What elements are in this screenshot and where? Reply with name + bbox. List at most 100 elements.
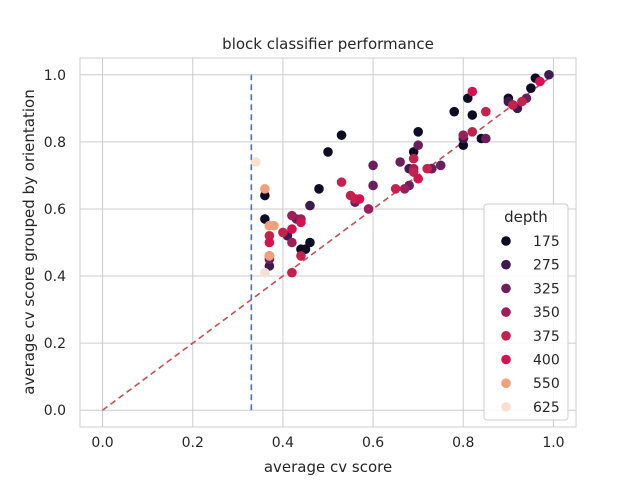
legend-item: 350 <box>501 305 560 321</box>
data-point <box>408 153 419 164</box>
y-axis-label: average cv score grouped by orientation <box>20 89 38 394</box>
diagonal-reference-line <box>102 74 554 411</box>
data-point <box>264 251 275 261</box>
data-point <box>264 237 275 248</box>
x-tick-label: 1.0 <box>542 435 564 451</box>
legend-label: 375 <box>533 329 560 345</box>
data-point <box>251 157 261 167</box>
data-point <box>467 110 478 120</box>
legend-item: 275 <box>501 258 560 274</box>
data-point <box>399 184 410 194</box>
data-point <box>526 83 536 93</box>
series-350 <box>287 100 518 248</box>
legend-label: 550 <box>533 376 560 392</box>
data-point <box>287 237 297 248</box>
data-point <box>264 220 275 231</box>
data-point <box>413 140 423 151</box>
data-point <box>368 180 378 191</box>
data-point <box>390 184 401 194</box>
data-points <box>251 69 554 278</box>
data-point <box>422 163 433 174</box>
legend-items: 175 275 325 350 375 400 550 625 <box>501 234 560 416</box>
y-tick-label: 0.8 <box>44 135 66 151</box>
data-point <box>544 69 554 80</box>
data-point <box>395 157 405 167</box>
data-point <box>368 160 378 171</box>
plot-frame <box>79 57 577 428</box>
data-point <box>413 173 423 184</box>
data-point <box>296 251 306 261</box>
legend-item: 625 <box>501 400 560 416</box>
chart-title: block classifier performance <box>222 35 434 53</box>
data-point <box>287 267 297 278</box>
data-point <box>314 184 324 194</box>
legend-item: 550 <box>501 376 560 392</box>
data-point <box>323 147 333 157</box>
legend-marker <box>501 236 511 246</box>
data-point <box>296 217 306 228</box>
series-400 <box>264 76 545 248</box>
data-point <box>336 177 347 187</box>
legend-label: 275 <box>533 258 560 274</box>
data-point <box>508 100 518 110</box>
data-point <box>260 190 270 201</box>
x-tick-label: 0.2 <box>182 435 204 451</box>
legend-title: depth <box>504 208 548 226</box>
data-point <box>458 140 469 151</box>
data-point <box>287 210 297 221</box>
data-point <box>535 76 545 87</box>
legend-marker <box>501 331 511 341</box>
legend-item: 400 <box>501 353 560 369</box>
data-point <box>336 130 347 140</box>
y-tick-label: 1.0 <box>44 68 66 84</box>
legend-marker <box>501 402 511 412</box>
data-point <box>354 194 365 204</box>
x-tick-label: 0.6 <box>362 435 384 451</box>
data-point <box>481 133 491 144</box>
data-point <box>449 106 460 117</box>
data-point <box>305 237 315 248</box>
data-point <box>363 204 374 214</box>
data-point <box>517 96 527 107</box>
data-point <box>287 224 297 234</box>
x-axis-ticks: 0.0 0.2 0.4 0.6 0.8 1.0 <box>91 435 564 451</box>
legend-marker <box>501 307 511 317</box>
legend-marker <box>501 259 511 270</box>
data-point <box>458 130 469 140</box>
legend: depth 175 275 325 350 375 400 550 625 <box>483 203 569 421</box>
legend-marker <box>501 378 511 389</box>
legend-label: 175 <box>533 234 560 250</box>
x-tick-label: 0.4 <box>272 435 294 451</box>
data-point <box>413 127 423 137</box>
x-tick-label: 0.8 <box>452 435 474 451</box>
reference-lines <box>102 74 554 411</box>
series-625 <box>251 157 270 278</box>
legend-box <box>483 203 569 421</box>
legend-marker <box>501 354 511 365</box>
data-point <box>278 227 288 238</box>
data-point <box>264 230 275 241</box>
legend-marker <box>501 283 511 294</box>
y-tick-label: 0.4 <box>44 269 66 285</box>
x-axis-label: average cv score <box>264 458 392 476</box>
data-point <box>305 200 315 211</box>
y-axis-ticks: 0.0 0.2 0.4 0.6 0.8 1.0 <box>44 68 66 419</box>
legend-item: 375 <box>501 329 560 345</box>
data-point <box>467 127 478 137</box>
legend-label: 350 <box>533 305 560 321</box>
y-tick-label: 0.0 <box>44 403 66 419</box>
legend-item: 175 <box>501 234 560 250</box>
data-point <box>260 184 270 194</box>
legend-label: 400 <box>533 353 560 369</box>
legend-label: 325 <box>533 281 560 297</box>
data-point <box>467 86 478 97</box>
data-point <box>260 267 270 278</box>
data-point <box>481 106 491 117</box>
series-550 <box>260 184 279 261</box>
x-tick-label: 0.0 <box>91 435 113 451</box>
legend-label: 625 <box>533 400 560 416</box>
data-point <box>435 160 446 171</box>
legend-item: 325 <box>501 281 560 297</box>
